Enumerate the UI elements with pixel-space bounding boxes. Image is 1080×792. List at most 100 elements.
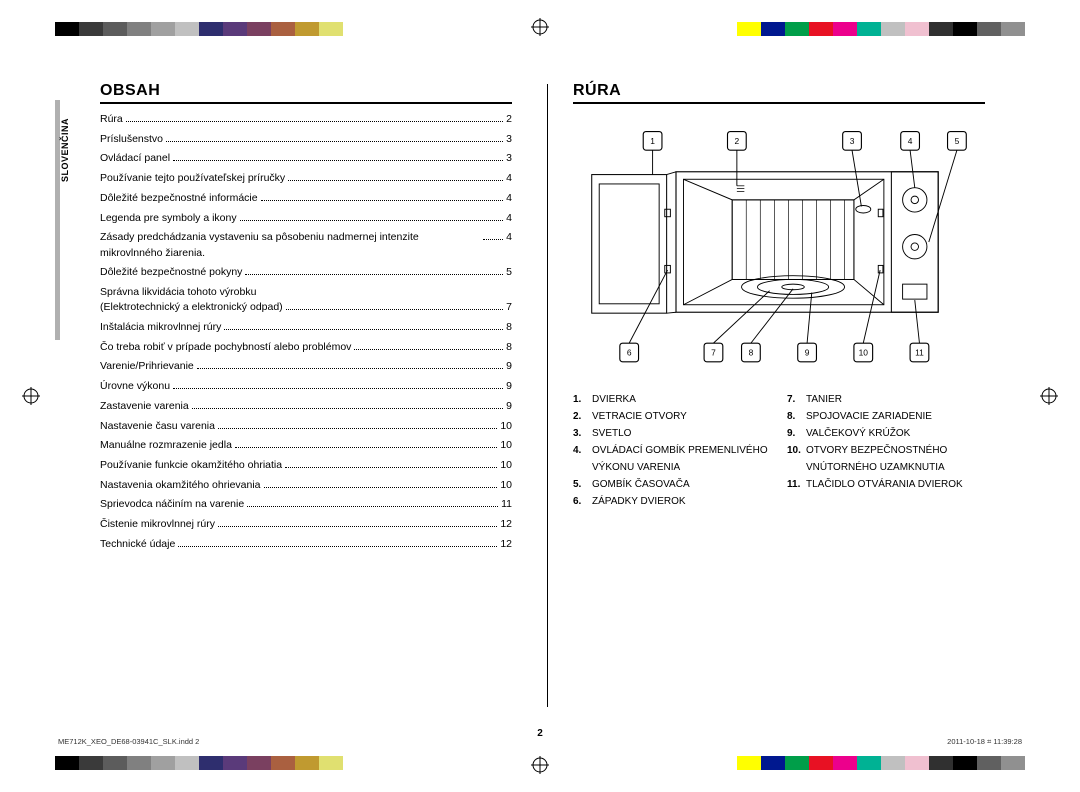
color-swatch [271,22,295,36]
toc-heading: OBSAH [100,82,512,104]
color-swatch [1001,22,1025,36]
color-swatch [79,756,103,770]
oven-diagram: 12345 67891011 [573,112,985,377]
toc-entry: Inštalácia mikrovlnnej rúry8 [100,320,512,335]
svg-text:9: 9 [805,347,810,357]
parts-list: 1.DVIERKA2.VETRACIE OTVORY3.SVETLO4.OVLÁ… [573,391,985,510]
color-swatch [833,756,857,770]
page-content: OBSAH Rúra2Príslušenstvo3Ovládací panel3… [50,62,1030,737]
svg-text:11: 11 [915,347,924,357]
svg-text:10: 10 [859,347,869,357]
color-swatch [319,22,343,36]
color-swatch [223,756,247,770]
right-column: RÚRA [548,62,1030,737]
color-swatch [175,756,199,770]
color-swatch [199,22,223,36]
svg-text:7: 7 [711,347,716,357]
toc-entry: Rúra2 [100,112,512,127]
color-swatch [905,22,929,36]
color-swatch [881,756,905,770]
registration-mark-top [531,18,549,36]
toc-entry: Príslušenstvo3 [100,132,512,147]
svg-text:8: 8 [749,347,754,357]
part-item: 9.VALČEKOVÝ KRÚŽOK [787,425,985,442]
toc-entry: Používanie tejto používateľskej príručky… [100,171,512,186]
color-swatch [199,756,223,770]
color-swatch [319,756,343,770]
color-swatch [343,756,367,770]
color-swatch [761,22,785,36]
footer-filename: ME712K_XEO_DE68-03941C_SLK.indd 2 [58,737,199,747]
color-swatch [713,756,737,770]
part-item: 3.SVETLO [573,425,771,442]
registration-mark-left [22,387,40,405]
color-swatch [713,22,737,36]
registration-mark-bottom [531,756,549,774]
color-swatch [55,22,79,36]
color-swatch [857,22,881,36]
toc-entry: Dôležité bezpečnostné pokyny5 [100,265,512,280]
color-swatch [953,756,977,770]
toc-entry: Manuálne rozmrazenie jedla10 [100,438,512,453]
toc-entry: Varenie/Prihrievanie9 [100,359,512,374]
toc-entry: Čo treba robiť v prípade pochybností ale… [100,340,512,355]
color-swatch [79,22,103,36]
part-item: 6.ZÁPADKY DVIEROK [573,493,771,510]
color-swatch [223,22,247,36]
part-item: 11.TLAČIDLO OTVÁRANIA DVIEROK [787,476,985,493]
color-swatch [295,22,319,36]
color-swatch [881,22,905,36]
part-item: 1.DVIERKA [573,391,771,408]
part-item: 7.TANIER [787,391,985,408]
part-item: 8.SPOJOVACIE ZARIADENIE [787,408,985,425]
part-item: 4.OVLÁDACÍ GOMBÍK PREMENLIVÉHO VÝKONU VA… [573,442,771,476]
toc-entry: Sprievodca náčiním na varenie11 [100,497,512,512]
color-swatch [737,756,761,770]
toc-entry: Používanie funkcie okamžitého ohriatia10 [100,458,512,473]
color-bar-bottom-right [713,756,1025,770]
color-swatch [929,756,953,770]
color-swatch [55,756,79,770]
color-swatch [151,756,175,770]
color-swatch [343,22,367,36]
color-bar-top-right [713,22,1025,36]
toc-entry: Nastavenia okamžitého ohrievania10 [100,478,512,493]
color-bar-bottom-left [55,756,367,770]
toc-entry: Legenda pre symboly a ikony4 [100,211,512,226]
registration-mark-right [1040,387,1058,405]
toc-entry: Zásady predchádzania vystaveniu sa pôsob… [100,230,512,260]
svg-text:5: 5 [955,136,960,146]
svg-text:4: 4 [908,136,913,146]
table-of-contents: Rúra2Príslušenstvo3Ovládací panel3Použív… [100,112,512,552]
part-item: 10.OTVORY BEZPEČNOSTNÉHO VNÚTORNÉHO UZAM… [787,442,985,476]
svg-text:3: 3 [850,136,855,146]
color-swatch [929,22,953,36]
color-swatch [103,22,127,36]
color-swatch [127,756,151,770]
print-footer: ME712K_XEO_DE68-03941C_SLK.indd 2 2011-1… [58,737,1022,747]
color-swatch [809,22,833,36]
oven-heading: RÚRA [573,82,985,104]
toc-entry: Zastavenie varenia9 [100,399,512,414]
color-swatch [151,22,175,36]
color-swatch [103,756,127,770]
color-swatch [833,22,857,36]
color-swatch [295,756,319,770]
toc-entry: Čistenie mikrovlnnej rúry12 [100,517,512,532]
color-swatch [737,22,761,36]
color-bar-top-left [55,22,367,36]
color-swatch [247,756,271,770]
toc-entry: Úrovne výkonu9 [100,379,512,394]
color-swatch [857,756,881,770]
toc-entry: Technické údaje12 [100,537,512,552]
color-swatch [247,22,271,36]
color-swatch [953,22,977,36]
toc-entry: Správna likvidácia tohoto výrobku(Elektr… [100,285,512,315]
color-swatch [1001,756,1025,770]
color-swatch [127,22,151,36]
toc-entry: Nastavenie času varenia10 [100,419,512,434]
part-item: 2.VETRACIE OTVORY [573,408,771,425]
color-swatch [175,22,199,36]
color-swatch [785,756,809,770]
color-swatch [905,756,929,770]
